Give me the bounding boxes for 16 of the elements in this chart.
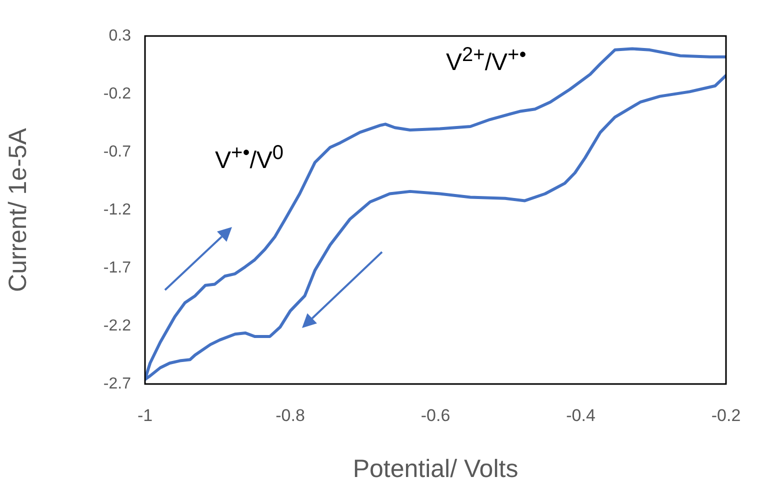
- annotation: V$^{+•}$/V$^{0}$: [215, 142, 284, 174]
- x-tick-label: -0.6: [420, 406, 450, 425]
- x-axis-title: Potential/ Volts: [352, 454, 518, 483]
- x-tick-label: -1: [137, 406, 153, 425]
- y-tick-label: -2.7: [103, 375, 132, 392]
- y-tick-label: -2.2: [103, 317, 132, 334]
- x-tick-label: -0.8: [276, 406, 305, 425]
- y-axis-title: Current/ 1e-5A: [4, 128, 32, 292]
- x-tick-label: -0.4: [566, 406, 596, 425]
- y-tick-label: -1.2: [103, 201, 132, 218]
- y-tick-label: 0.3: [108, 27, 132, 44]
- x-tick-label: -0.2: [711, 406, 741, 425]
- y-tick-label: -1.7: [103, 259, 132, 276]
- y-tick-label: -0.2: [103, 85, 132, 102]
- annotation: V$^{2+}$/V$^{+•}$: [446, 44, 526, 76]
- y-tick-label: -0.7: [103, 143, 132, 160]
